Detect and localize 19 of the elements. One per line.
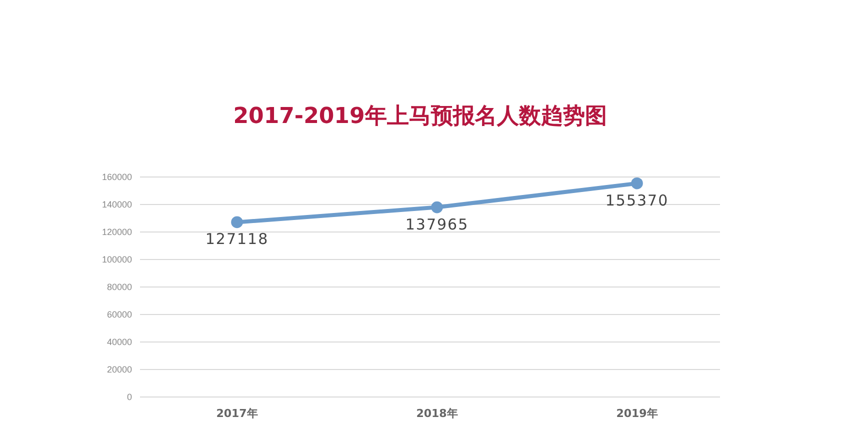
y-tick-label: 20000	[106, 364, 132, 374]
y-tick-label: 60000	[106, 310, 132, 320]
x-tick-label: 2018年	[416, 407, 458, 420]
point	[631, 177, 643, 190]
y-tick-label: 40000	[106, 337, 132, 347]
data-label: 155370	[605, 191, 669, 210]
chart-title: 2017-2019年上马预报名人数趋势图	[233, 104, 607, 129]
y-tick-label: 120000	[102, 227, 132, 237]
data-label: 127118	[205, 230, 269, 248]
data-label: 137965	[405, 215, 469, 234]
y-tick-label: 100000	[102, 254, 132, 264]
x-tick-label: 2019年	[616, 407, 658, 420]
point	[231, 216, 243, 228]
y-tick-label: 160000	[102, 172, 132, 182]
y-tick-label: 80000	[106, 282, 132, 292]
point	[431, 201, 443, 214]
y-tick-label: 0	[126, 392, 132, 402]
x-tick-label: 2017年	[216, 407, 258, 420]
y-tick-label: 140000	[102, 200, 132, 210]
